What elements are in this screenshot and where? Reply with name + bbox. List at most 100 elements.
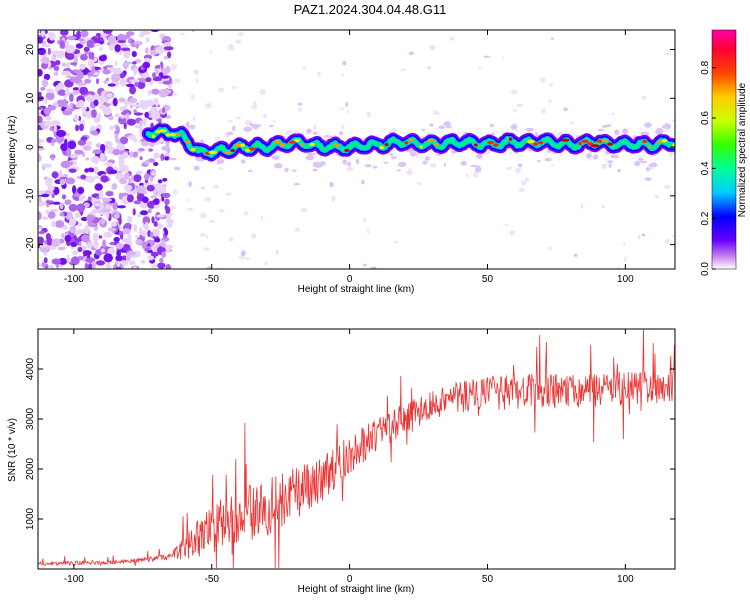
noise-blob — [638, 157, 644, 161]
noise-blob — [122, 152, 129, 159]
noise-blob — [153, 154, 163, 158]
noise-blob — [118, 192, 123, 200]
noise-blob — [147, 255, 155, 261]
spectrogram-noise — [38, 30, 675, 269]
noise-blob — [520, 180, 527, 186]
noise-blob — [97, 37, 104, 42]
ridge-peak — [176, 133, 181, 137]
noise-blob — [134, 82, 139, 87]
colorbar-tick-label: 0.2 — [700, 211, 711, 225]
noise-blob — [51, 154, 55, 161]
noise-blob — [66, 254, 70, 263]
noise-blob — [168, 157, 177, 161]
noise-blob — [133, 224, 138, 232]
noise-blob — [129, 85, 137, 95]
noise-blob — [38, 236, 44, 245]
noise-blob — [161, 67, 168, 76]
noise-blob — [189, 124, 196, 130]
noise-blob — [172, 189, 178, 195]
ridge-peak — [344, 148, 350, 152]
ridge-peak — [487, 141, 495, 145]
noise-blob — [216, 159, 221, 165]
noise-blob — [84, 78, 92, 84]
noise-blob — [114, 44, 121, 53]
noise-blob — [188, 181, 192, 188]
noise-blob — [135, 59, 142, 63]
noise-blob — [410, 150, 417, 157]
noise-blob — [99, 104, 107, 111]
noise-blob — [161, 251, 167, 258]
noise-blob — [102, 208, 112, 213]
noise-blob — [123, 122, 127, 130]
noise-blob — [155, 185, 163, 192]
noise-blob — [116, 249, 121, 257]
noise-blob — [363, 217, 366, 223]
noise-blob — [82, 145, 92, 151]
noise-blob — [41, 193, 50, 198]
ridge-peak — [294, 138, 301, 142]
noise-blob — [127, 233, 132, 242]
noise-blob — [174, 166, 181, 171]
noise-blob — [150, 113, 160, 120]
noise-blob — [139, 156, 143, 161]
noise-blob — [641, 95, 647, 100]
noise-blob — [291, 169, 297, 172]
noise-blob — [167, 221, 173, 228]
noise-blob — [38, 225, 43, 229]
colorbar-tick-label: 0.8 — [700, 60, 711, 74]
noise-blob — [51, 220, 56, 228]
ridge-peak — [248, 147, 257, 151]
noise-blob — [133, 174, 142, 183]
noise-blob — [611, 112, 615, 116]
noise-blob — [139, 103, 146, 109]
ridge-peak — [223, 150, 232, 154]
colorbar: 0.0 0.2 0.4 0.6 0.8 Normalized spectral ampl… — [700, 29, 748, 276]
noise-blob — [424, 156, 430, 161]
noise-blob — [90, 130, 98, 136]
noise-blob — [90, 155, 100, 164]
noise-blob — [66, 148, 72, 158]
noise-blob — [190, 94, 195, 100]
noise-blob — [86, 175, 96, 183]
noise-blob — [44, 120, 53, 127]
noise-blob — [100, 248, 106, 253]
noise-blob — [602, 125, 608, 128]
noise-blob — [108, 115, 114, 121]
noise-blob — [126, 250, 136, 257]
noise-blob — [284, 167, 289, 173]
noise-blob — [103, 80, 108, 84]
noise-blob — [39, 244, 48, 248]
noise-blob — [45, 200, 54, 204]
noise-blob — [158, 72, 164, 77]
noise-blob — [186, 121, 190, 128]
noise-blob — [206, 234, 209, 239]
noise-blob — [53, 72, 59, 76]
noise-blob — [61, 70, 71, 76]
snr-panel: -100 -50 0 50 100 1000 2000 3000 4000 Height of… — [7, 328, 676, 595]
ridge-peak — [661, 139, 668, 143]
noise-blob — [84, 168, 90, 173]
noise-blob — [106, 141, 113, 148]
noise-blob — [509, 230, 516, 236]
noise-blob — [297, 102, 303, 106]
noise-blob — [38, 138, 43, 143]
noise-blob — [84, 51, 89, 55]
noise-blob — [99, 47, 103, 52]
noise-blob — [79, 86, 89, 95]
noise-blob — [644, 122, 652, 128]
noise-blob — [192, 116, 196, 121]
noise-blob — [133, 200, 141, 205]
noise-blob — [64, 199, 72, 205]
noise-blob — [622, 128, 629, 135]
noise-blob — [422, 160, 428, 165]
noise-blob — [59, 40, 65, 49]
noise-blob — [429, 44, 436, 51]
colorbar-ticks: 0.0 0.2 0.4 0.6 0.8 — [700, 60, 716, 276]
noise-blob — [135, 43, 139, 49]
noise-blob — [150, 195, 158, 199]
noise-blob — [92, 208, 98, 213]
noise-blob — [639, 160, 648, 164]
noise-blob — [38, 211, 42, 221]
noise-blob — [171, 212, 175, 215]
snr-y-label: SNR (10 * v/v) — [7, 418, 18, 482]
